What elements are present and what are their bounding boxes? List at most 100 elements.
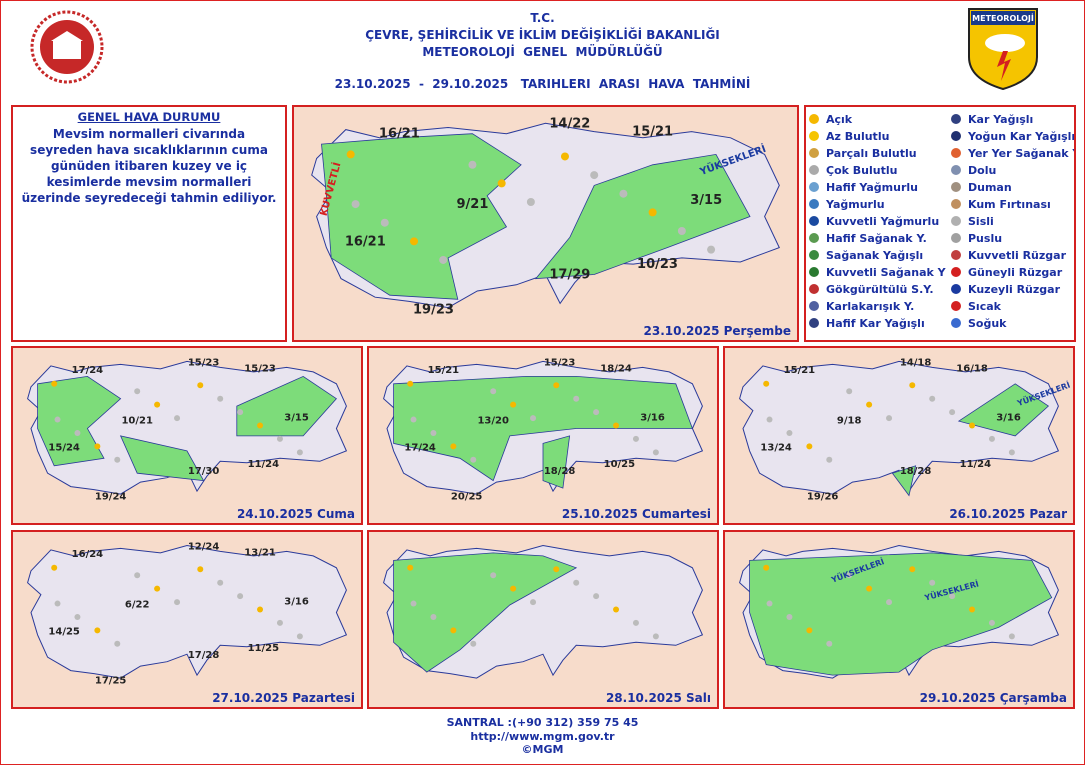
map-date: 23.10.2025 Perşembe	[644, 324, 791, 338]
weather-icon	[652, 449, 659, 456]
forecast-area	[37, 375, 122, 467]
weather-icon	[468, 160, 477, 169]
map-panel: 15/21 15/23 18/24 13/20 3/16 17/24 10/25 18/28 2…	[367, 346, 719, 525]
map-panel: 16/21 14/22 15/21 9/21 3/15 16/21 10/23 17/29 19…	[292, 105, 799, 342]
map-date: 25.10.2025 Cumartesi	[562, 507, 711, 521]
weather-icon	[763, 380, 770, 387]
legend-icon	[809, 284, 819, 294]
weather-icon	[826, 456, 833, 463]
legend-icon	[951, 182, 961, 192]
legend-label: Hafif Sağanak Y.	[826, 232, 927, 245]
period: 23.10.2025 - 29.10.2025 TARIHLERI ARASI …	[334, 77, 751, 91]
weather-icon	[94, 443, 101, 450]
weather-icon	[677, 226, 686, 235]
temperature: 15/24	[48, 442, 80, 453]
weather-icon	[410, 237, 419, 246]
legend-label: Sağanak Yağışlı	[826, 249, 923, 262]
legend-label: Kuzeyli Rüzgar	[968, 283, 1061, 296]
temperature: 13/24	[760, 442, 792, 453]
legend-icon	[951, 267, 961, 277]
temperature: 15/23	[244, 363, 276, 374]
temperature: 20/25	[451, 492, 483, 503]
weather-icon	[573, 579, 580, 586]
weather-icon	[54, 600, 61, 607]
general-text: Mevsim normalleri civarında seyreden hav…	[21, 127, 277, 205]
weather-icon	[346, 150, 355, 159]
header-line: ÇEVRE, ŞEHİRCİLİK VE İKLİM DEĞİŞİKLİĞİ B…	[365, 28, 720, 42]
weather-icon	[613, 422, 620, 429]
logo-text: METEOROLOJİ	[972, 13, 1034, 23]
forecast-area	[321, 133, 522, 300]
weather-icon	[886, 415, 893, 422]
temperature: 13/20	[477, 416, 509, 427]
legend-icon	[951, 148, 961, 158]
temperature: 16/18	[956, 363, 988, 374]
forecast-area	[749, 552, 1053, 676]
weather-icon	[826, 640, 833, 647]
map-panel: 17/24 15/23 15/23 10/21 3/15 15/24 11/24 17/30 1…	[11, 346, 363, 525]
turkey	[739, 360, 1060, 495]
weather-icon	[886, 599, 893, 606]
temperature: 16/21	[379, 127, 420, 142]
header-line: METEOROLOJİ GENEL MÜDÜRLÜĞÜ	[422, 45, 663, 59]
weather-icon	[1008, 449, 1015, 456]
legend-icon	[951, 318, 961, 328]
temperature: 17/24	[404, 442, 436, 453]
weather-icon	[929, 395, 936, 402]
weather-icon	[949, 409, 956, 416]
legend-label: Hafif Yağmurlu	[826, 181, 918, 194]
weather-icon	[237, 593, 244, 600]
weather-icon	[257, 422, 264, 429]
temperature: 9/21	[457, 197, 489, 212]
legend-icon	[951, 114, 961, 124]
map-panel: 15/21 14/18 16/18 9/18 3/16 13/24 11/24 18/28 19…	[723, 346, 1075, 525]
map-date: 29.10.2025 Çarşamba	[920, 691, 1067, 705]
legend-icon	[809, 165, 819, 175]
weather-icon	[763, 564, 770, 571]
temperature: 15/21	[428, 365, 460, 376]
weather-icon	[988, 435, 995, 442]
temperature: 15/23	[188, 357, 220, 368]
temperature: 11/24	[960, 459, 992, 470]
temperature: 3/16	[640, 413, 665, 424]
weather-icon	[470, 640, 477, 647]
forecast-area	[393, 552, 578, 673]
temperature: 3/15	[690, 193, 722, 208]
legend-label: Gökgürültülü S.Y.	[826, 283, 934, 296]
weather-icon	[351, 200, 360, 209]
weather-icon	[497, 179, 506, 188]
temperature: 3/15	[284, 413, 309, 424]
legend-label: Az Bulutlu	[826, 130, 889, 143]
temperature: 19/24	[95, 492, 127, 503]
temperature: 14/18	[900, 357, 932, 368]
legend-icon	[809, 250, 819, 260]
temperature: 18/28	[544, 466, 576, 477]
legend-label: Kuvvetli Rüzgar	[968, 249, 1067, 262]
weather-icon	[806, 627, 813, 634]
weather-icon	[296, 633, 303, 640]
legend-icon	[951, 165, 961, 175]
weather-icon	[134, 572, 141, 579]
weather-icon	[407, 380, 414, 387]
forecast-area	[236, 375, 338, 437]
weather-icon	[470, 456, 477, 463]
weather-icon	[51, 564, 58, 571]
legend-box: Açık Az Bulutlu Parçalı Bulutlu Çok Bulutlu…	[804, 105, 1083, 342]
weather-icon	[613, 606, 620, 613]
temperature: 13/21	[244, 547, 276, 558]
temperature: 14/25	[48, 626, 80, 637]
temperature: 11/25	[248, 643, 280, 654]
legend-icon	[809, 114, 819, 124]
weather-icon	[217, 579, 224, 586]
weather-icon	[632, 435, 639, 442]
weather-icon	[510, 585, 517, 592]
legend-label: Çok Bulutlu	[826, 164, 897, 177]
legend-label: Kar Yağışlı	[968, 113, 1033, 126]
temperature: 19/26	[807, 492, 839, 503]
weather-icon	[929, 579, 936, 586]
legend-label: Yer Yer Sağanak Y.	[967, 147, 1074, 160]
weather-icon	[430, 613, 437, 620]
legend-label: Soğuk	[968, 317, 1007, 330]
temperature: 17/25	[95, 676, 127, 687]
